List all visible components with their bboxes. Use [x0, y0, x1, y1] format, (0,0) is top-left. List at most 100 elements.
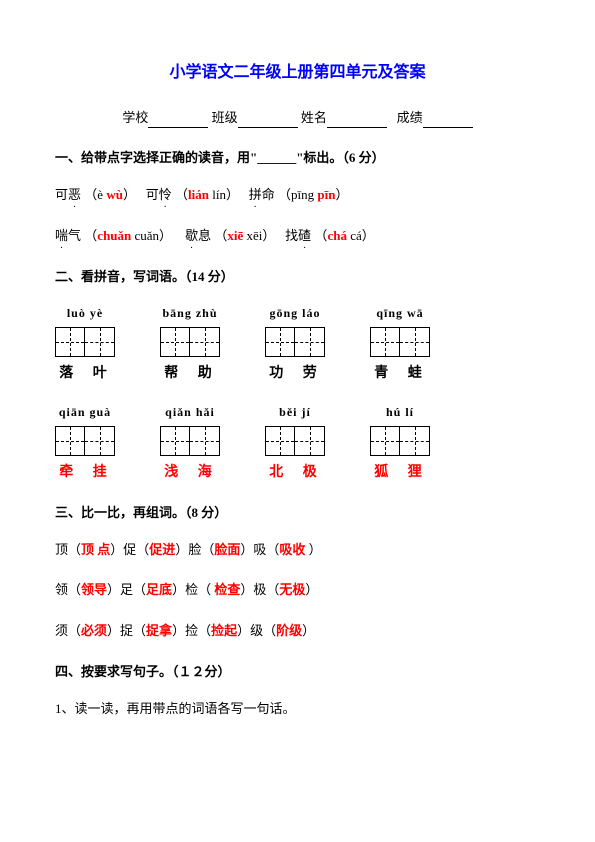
text: 可	[146, 187, 159, 202]
char-box	[265, 426, 295, 456]
answer-word: 足底	[146, 582, 172, 597]
text: ）级（	[237, 623, 276, 638]
answer-word: 无极	[279, 582, 305, 597]
char-box	[370, 327, 400, 357]
char-box	[295, 426, 325, 456]
answer-chars: 功 劳	[265, 363, 325, 385]
char-box	[190, 327, 220, 357]
grid-item: qīng wā青 蛙	[370, 304, 430, 386]
text: 可	[55, 187, 68, 202]
char-boxes	[160, 426, 220, 456]
s4-sub1: 1、读一读，再用带点的词语各写一句话。	[55, 699, 540, 720]
text: （pīng	[278, 187, 317, 202]
text: xēi）	[243, 228, 275, 243]
answer-chars: 浅 海	[160, 462, 220, 484]
s1-line1: 可恶 （è wù） 可怜 （lián lín） 拼命 （pīng pīn）	[55, 185, 540, 206]
text: 息	[198, 228, 211, 243]
char-box	[295, 327, 325, 357]
text: 找	[285, 228, 298, 243]
section-3-head: 三、比一比，再组词。（8 分）	[55, 503, 540, 524]
char-boxes	[370, 426, 430, 456]
dotted-char: 拼	[249, 185, 262, 206]
s1-line2: 喘气 （chuǎn cuǎn） 歇息 （xiē xēi） 找碴 （chá cá）	[55, 226, 540, 247]
grid-item: hú lí狐 狸	[370, 403, 430, 485]
char-box	[55, 426, 85, 456]
char-box	[160, 327, 190, 357]
text: cá）	[347, 228, 375, 243]
char-box	[370, 426, 400, 456]
s3-line3: 须（必须）捉（捉拿）捡（捡起）级（阶级）	[55, 621, 540, 642]
char-boxes	[55, 426, 115, 456]
char-box	[85, 327, 115, 357]
text: ）	[305, 542, 321, 557]
grid-item: gōng láo 功 劳	[265, 304, 325, 386]
text: （	[214, 228, 227, 243]
page-title: 小学语文二年级上册第四单元及答案	[55, 60, 540, 86]
dotted-char: 恶	[68, 185, 81, 206]
score-label: 成绩	[397, 110, 423, 125]
answer-chars: 帮 助	[160, 363, 220, 385]
dotted-char: 喘	[55, 226, 68, 247]
pinyin-label: qiǎn hǎi	[165, 403, 215, 422]
text: 命	[262, 187, 275, 202]
text: 气	[68, 228, 81, 243]
pinyin-label: luò yè	[67, 304, 103, 323]
school-blank	[148, 114, 208, 128]
text: ）	[305, 582, 318, 597]
answer-word: 阶级	[276, 623, 302, 638]
grid-item: luò yè 落 叶	[55, 304, 115, 386]
name-label: 姓名	[301, 110, 327, 125]
class-label: 班级	[212, 110, 238, 125]
answer-pinyin: chuǎn	[97, 228, 131, 243]
char-boxes	[160, 327, 220, 357]
s3-line1: 顶（顶 点）促（促进）脸（脸面）吸（吸收 ）	[55, 540, 540, 561]
char-boxes	[370, 327, 430, 357]
char-boxes	[265, 426, 325, 456]
text: ）捡（	[172, 623, 211, 638]
grid-item: qiǎn hǎi 浅 海	[160, 403, 220, 485]
school-label: 学校	[122, 110, 148, 125]
char-box	[400, 327, 430, 357]
text: ）捉（	[107, 623, 146, 638]
text: 顶（	[55, 542, 81, 557]
answer-chars: 落 叶	[55, 363, 115, 385]
char-boxes	[265, 327, 325, 357]
char-box	[190, 426, 220, 456]
answer-word: 领导	[81, 582, 107, 597]
answer-word: 捉拿	[146, 623, 172, 638]
answer-word: 必须	[81, 623, 107, 638]
char-box	[85, 426, 115, 456]
grid-item: běi jí北 极	[265, 403, 325, 485]
answer-word: 促进	[149, 542, 175, 557]
pinyin-label: hú lí	[386, 403, 414, 422]
dotted-char: 歇	[185, 226, 198, 247]
grid-item: bāng zhù帮 助	[160, 304, 220, 386]
text: （	[175, 187, 188, 202]
answer-word: 吸收	[279, 542, 305, 557]
text: 领（	[55, 582, 81, 597]
text: ）吸（	[240, 542, 279, 557]
answer-pinyin: chá	[327, 228, 347, 243]
grid-row-1: luò yè 落 叶 bāng zhù帮 助 gōng láo 功 劳 qīng wā青 …	[55, 304, 540, 386]
dotted-char: 碴	[298, 226, 311, 247]
text: ）	[302, 623, 315, 638]
score-blank	[423, 114, 473, 128]
char-boxes	[55, 327, 115, 357]
grid-row-2: qiān guà牵 挂qiǎn hǎi浅 海běi jí北 极hú lí狐 狸	[55, 403, 540, 485]
char-box	[55, 327, 85, 357]
pinyin-label: gōng láo	[269, 304, 320, 323]
answer-pinyin: xiē	[227, 228, 243, 243]
answer-word: 检查	[211, 582, 240, 597]
text: （è	[84, 187, 106, 202]
text: ）足（	[107, 582, 146, 597]
dotted-char: 怜	[159, 185, 172, 206]
student-info-row: 学校 班级 姓名 成绩	[55, 108, 540, 129]
char-box	[160, 426, 190, 456]
pinyin-label: běi jí	[279, 403, 311, 422]
section-2-head: 二、看拼音，写词语。（14 分）	[55, 267, 540, 288]
text: cuǎn）	[131, 228, 172, 243]
answer-chars: 牵 挂	[55, 462, 115, 484]
answer-pinyin: lián	[188, 187, 209, 202]
char-box	[265, 327, 295, 357]
answer-word: 顶 点	[81, 542, 110, 557]
